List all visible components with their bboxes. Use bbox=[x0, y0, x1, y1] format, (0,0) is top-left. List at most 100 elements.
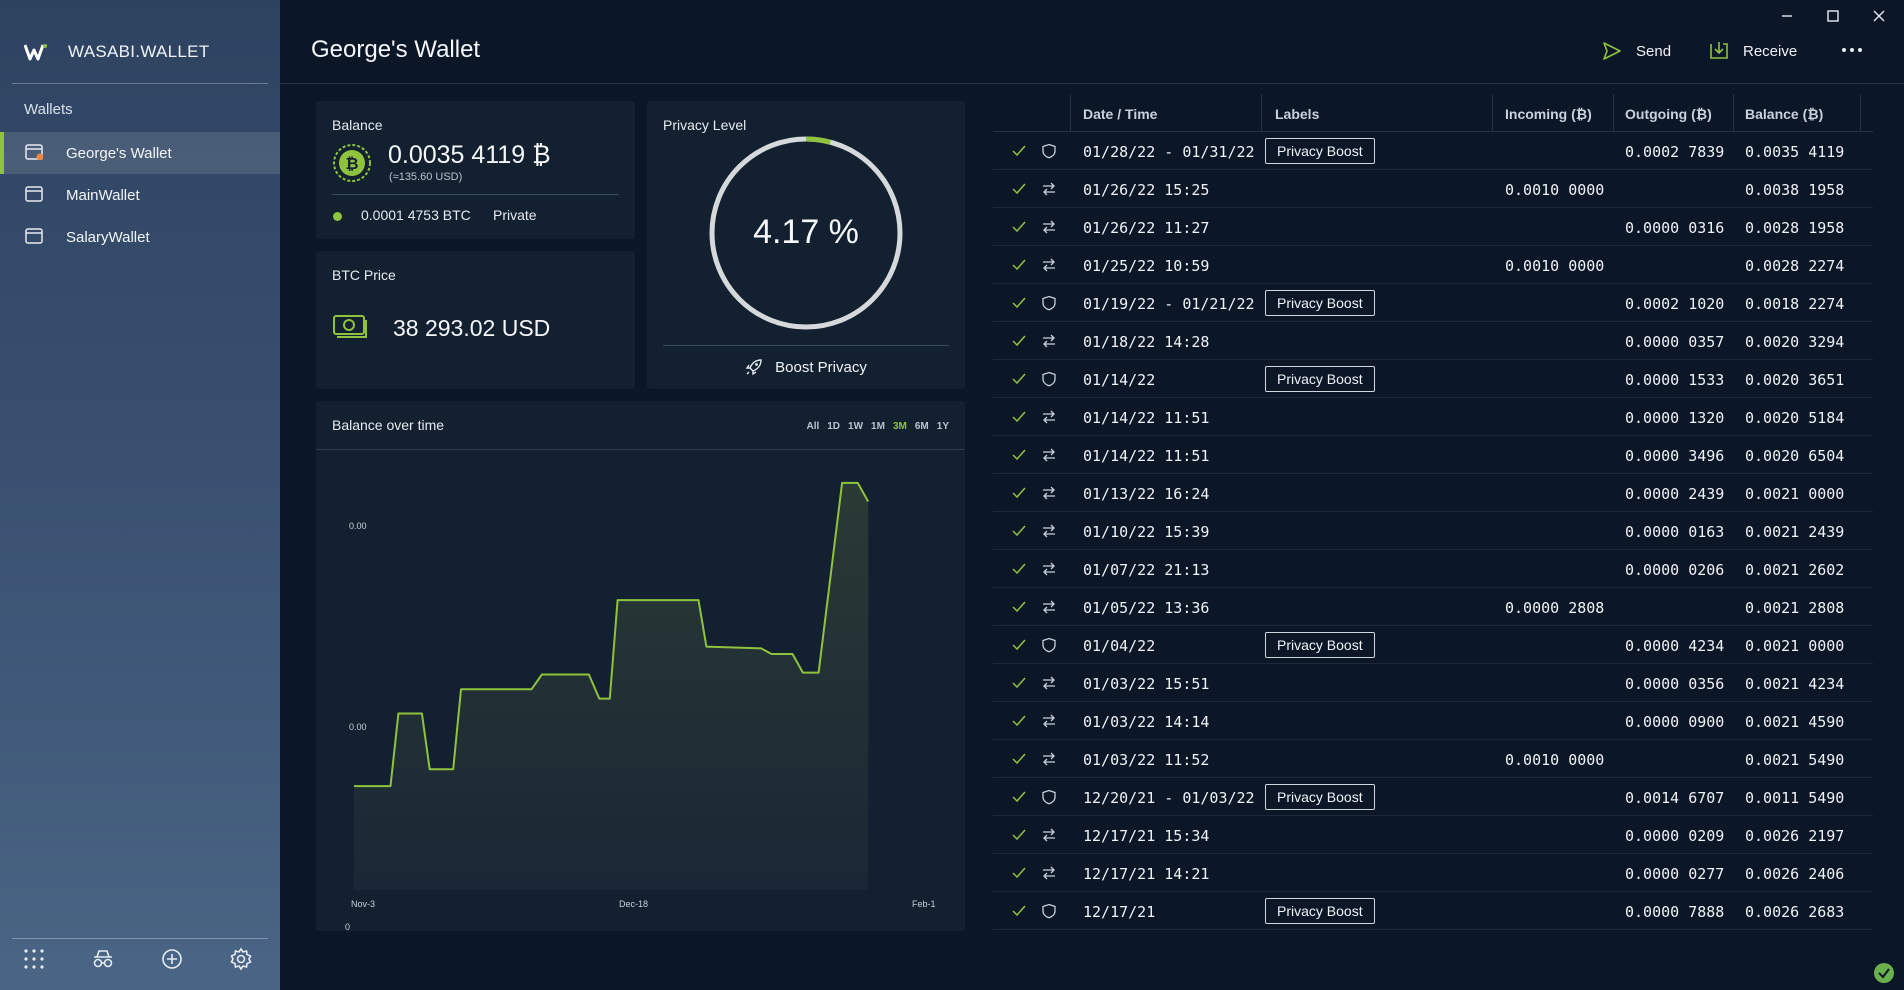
tx-balance: 0.0021 2439 bbox=[1745, 523, 1845, 541]
table-row[interactable]: 01/10/22 15:39 0.0000 0163 0.0021 2439 bbox=[993, 512, 1873, 550]
privacy-boost-label[interactable]: Privacy Boost bbox=[1265, 290, 1375, 316]
add-wallet-icon[interactable] bbox=[159, 946, 185, 972]
wallet-icon bbox=[25, 228, 43, 244]
table-row[interactable]: 01/19/22 - 01/21/22 Privacy Boost 0.0002 1… bbox=[993, 284, 1873, 322]
confirmed-check-icon bbox=[1012, 449, 1026, 461]
close-icon[interactable] bbox=[1869, 6, 1889, 26]
send-button[interactable]: Send bbox=[1602, 38, 1671, 64]
table-row[interactable]: 01/13/22 16:24 0.0000 2439 0.0021 0000 bbox=[993, 474, 1873, 512]
more-options-icon[interactable] bbox=[1841, 42, 1863, 58]
table-row[interactable]: 01/07/22 21:13 0.0000 0206 0.0021 2602 bbox=[993, 550, 1873, 588]
btc-price-value: 38 293.02 USD bbox=[393, 315, 551, 341]
column-separator bbox=[1860, 94, 1861, 132]
table-row[interactable]: 01/03/22 11:52 0.0010 0000 0.0021 5490 bbox=[993, 740, 1873, 778]
tx-outgoing: 0.0000 4234 bbox=[1625, 637, 1725, 655]
confirmed-check-icon bbox=[1012, 259, 1026, 271]
column-header-outgoing[interactable]: Outgoing (₿) bbox=[1625, 106, 1712, 122]
range-1w[interactable]: 1W bbox=[848, 421, 864, 432]
confirmed-check-icon bbox=[1012, 563, 1026, 575]
privacy-percent: 4.17 % bbox=[753, 213, 859, 251]
transfer-arrows-icon bbox=[1043, 410, 1055, 424]
boost-privacy-button[interactable]: Boost Privacy bbox=[647, 355, 965, 379]
range-3m[interactable]: 3M bbox=[892, 421, 907, 432]
tx-balance: 0.0011 5490 bbox=[1745, 789, 1845, 807]
tx-date: 01/03/22 15:51 bbox=[1083, 675, 1210, 693]
table-row[interactable]: 01/25/22 10:59 0.0010 0000 0.0028 2274 bbox=[993, 246, 1873, 284]
incognito-icon[interactable] bbox=[90, 946, 116, 972]
minimize-icon[interactable] bbox=[1777, 6, 1797, 26]
column-separator bbox=[1613, 94, 1614, 132]
sidebar-item-mainwallet[interactable]: MainWallet bbox=[0, 174, 280, 216]
table-row[interactable]: 01/26/22 15:25 0.0010 0000 0.0038 1958 bbox=[993, 170, 1873, 208]
column-header-balance[interactable]: Balance (₿) bbox=[1745, 106, 1824, 122]
balance-over-time-card: Balance over time All 1D 1W 1M 3M 6M 1Y … bbox=[316, 401, 965, 931]
range-all[interactable]: All bbox=[806, 421, 820, 432]
confirmed-check-icon bbox=[1012, 145, 1026, 157]
shield-icon bbox=[1042, 295, 1056, 311]
tx-outgoing: 0.0000 1320 bbox=[1625, 409, 1725, 427]
table-row[interactable]: 01/04/22 Privacy Boost 0.0000 4234 0.0021 0… bbox=[993, 626, 1873, 664]
y-tick-label: 0.00 bbox=[349, 722, 367, 732]
table-row[interactable]: 01/05/22 13:36 0.0000 2808 0.0021 2808 bbox=[993, 588, 1873, 626]
privacy-boost-label[interactable]: Privacy Boost bbox=[1265, 898, 1375, 924]
sidebar-item-label: SalaryWallet bbox=[66, 228, 150, 246]
transfer-arrows-icon bbox=[1043, 676, 1055, 690]
shield-icon bbox=[1042, 371, 1056, 387]
range-1d[interactable]: 1D bbox=[827, 421, 841, 432]
y-tick-label: 0.00 bbox=[349, 521, 367, 531]
tx-date: 12/20/21 - 01/03/22 bbox=[1083, 789, 1255, 807]
header: George's Wallet Send Receive bbox=[280, 0, 1904, 84]
column-separator bbox=[1261, 94, 1262, 132]
sidebar-item-label: MainWallet bbox=[66, 186, 140, 204]
table-row[interactable]: 12/17/21 15:34 0.0000 0209 0.0026 2197 bbox=[993, 816, 1873, 854]
privacy-boost-label[interactable]: Privacy Boost bbox=[1265, 784, 1375, 810]
table-row[interactable]: 12/17/21 14:21 0.0000 0277 0.0026 2406 bbox=[993, 854, 1873, 892]
table-row[interactable]: 01/03/22 14:14 0.0000 0900 0.0021 4590 bbox=[993, 702, 1873, 740]
table-row[interactable]: 01/26/22 11:27 0.0000 0316 0.0028 1958 bbox=[993, 208, 1873, 246]
tx-date: 01/13/22 16:24 bbox=[1083, 485, 1210, 503]
tx-balance: 0.0021 0000 bbox=[1745, 485, 1845, 503]
table-row[interactable]: 01/14/22 Privacy Boost 0.0000 1533 0.0020 3… bbox=[993, 360, 1873, 398]
confirmed-check-icon bbox=[1012, 373, 1026, 385]
table-row[interactable]: 01/14/22 11:51 0.0000 3496 0.0020 6504 bbox=[993, 436, 1873, 474]
range-1y[interactable]: 1Y bbox=[936, 421, 949, 432]
tx-balance: 0.0021 2808 bbox=[1745, 599, 1845, 617]
table-row[interactable]: 01/03/22 15:51 0.0000 0356 0.0021 4234 bbox=[993, 664, 1873, 702]
maximize-icon[interactable] bbox=[1823, 6, 1843, 26]
tx-date: 01/14/22 bbox=[1083, 371, 1156, 389]
private-status-dot bbox=[333, 212, 342, 221]
confirmed-check-icon bbox=[1012, 677, 1026, 689]
tx-date: 12/17/21 bbox=[1083, 903, 1156, 921]
privacy-boost-label[interactable]: Privacy Boost bbox=[1265, 632, 1375, 658]
sidebar-item-georges-wallet[interactable]: George's Wallet bbox=[0, 132, 280, 174]
column-header-incoming[interactable]: Incoming (₿) bbox=[1505, 106, 1592, 122]
x-tick-label: Dec-18 bbox=[619, 899, 648, 909]
column-header-date[interactable]: Date / Time bbox=[1083, 106, 1158, 122]
column-header-labels[interactable]: Labels bbox=[1275, 106, 1320, 122]
chart-title: Balance over time bbox=[332, 417, 445, 433]
tx-outgoing: 0.0000 0316 bbox=[1625, 219, 1725, 237]
tx-balance: 0.0020 6504 bbox=[1745, 447, 1845, 465]
privacy-boost-label[interactable]: Privacy Boost bbox=[1265, 138, 1375, 164]
tx-date: 01/07/22 21:13 bbox=[1083, 561, 1210, 579]
tx-outgoing: 0.0000 7888 bbox=[1625, 903, 1725, 921]
btc-price-card: BTC Price 38 293.02 USD bbox=[316, 251, 635, 389]
table-row[interactable]: 12/20/21 - 01/03/22 Privacy Boost 0.0014 6… bbox=[993, 778, 1873, 816]
settings-icon[interactable] bbox=[228, 946, 254, 972]
range-1m[interactable]: 1M bbox=[871, 421, 885, 432]
table-row[interactable]: 01/18/22 14:28 0.0000 0357 0.0020 3294 bbox=[993, 322, 1873, 360]
transfer-arrows-icon bbox=[1043, 752, 1055, 766]
tx-balance: 0.0035 4119 bbox=[1745, 143, 1845, 161]
table-row[interactable]: 01/14/22 11:51 0.0000 1320 0.0020 5184 bbox=[993, 398, 1873, 436]
privacy-level-card: Privacy Level 4.17 % Boost Privacy bbox=[647, 101, 965, 389]
receive-button[interactable]: Receive bbox=[1709, 38, 1797, 64]
sidebar-item-salarywallet[interactable]: SalaryWallet bbox=[0, 216, 280, 258]
column-separator bbox=[1492, 94, 1493, 132]
privacy-boost-label[interactable]: Privacy Boost bbox=[1265, 366, 1375, 392]
table-row[interactable]: 01/28/22 - 01/31/22 Privacy Boost 0.0002 7… bbox=[993, 132, 1873, 170]
tx-date: 01/05/22 13:36 bbox=[1083, 599, 1210, 617]
grid-icon[interactable] bbox=[21, 946, 47, 972]
range-6m[interactable]: 6M bbox=[914, 421, 929, 432]
table-row[interactable]: 12/17/21 Privacy Boost 0.0000 7888 0.0026 2… bbox=[993, 892, 1873, 930]
tx-date: 01/26/22 15:25 bbox=[1083, 181, 1210, 199]
